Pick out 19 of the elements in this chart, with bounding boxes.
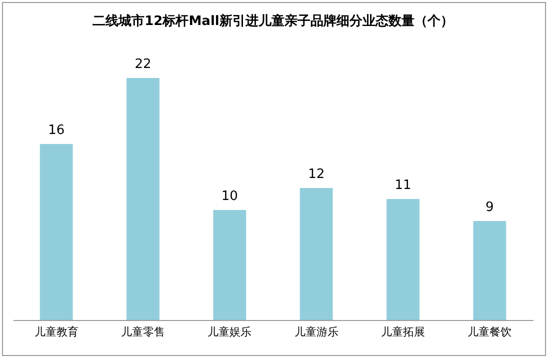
x-tick-label: 儿童教育 bbox=[34, 326, 78, 338]
bar bbox=[213, 210, 246, 320]
x-tick-label: 儿童餐饮 bbox=[468, 326, 512, 338]
data-label: 12 bbox=[308, 167, 325, 182]
data-label: 11 bbox=[394, 178, 412, 193]
bar bbox=[473, 221, 506, 320]
x-tick-label: 儿童游乐 bbox=[294, 326, 338, 338]
data-label: 10 bbox=[221, 189, 238, 204]
bar bbox=[126, 78, 160, 320]
x-tick-label: 儿童零售 bbox=[121, 326, 165, 338]
chart-title: 二线城市12标杆Mall新引进儿童亲子品牌细分业态数量（个） bbox=[92, 13, 454, 29]
data-label: 16 bbox=[48, 123, 65, 138]
data-label: 22 bbox=[134, 57, 152, 72]
bar bbox=[40, 144, 73, 320]
bar bbox=[300, 188, 333, 320]
bar bbox=[386, 199, 420, 320]
x-tick-label: 儿童拓展 bbox=[381, 326, 425, 338]
data-label: 9 bbox=[486, 200, 494, 215]
x-tick-label: 儿童娱乐 bbox=[208, 326, 252, 338]
